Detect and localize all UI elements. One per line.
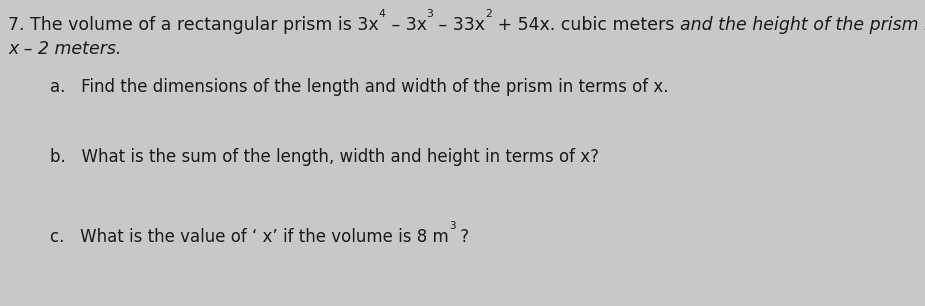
Text: + 54x. cubic meters: + 54x. cubic meters (492, 16, 680, 34)
Text: – 33x: – 33x (434, 16, 486, 34)
Text: 3: 3 (426, 9, 434, 19)
Text: 2: 2 (486, 9, 492, 19)
Text: 7. The volume of a rectangular prism is 3x: 7. The volume of a rectangular prism is … (8, 16, 378, 34)
Text: x – 2 meters.: x – 2 meters. (8, 40, 121, 58)
Text: ?: ? (455, 228, 470, 246)
Text: and the height of the prism is: and the height of the prism is (680, 16, 925, 34)
Text: c.   What is the value of ‘ x’ if the volume is 8 m: c. What is the value of ‘ x’ if the volu… (50, 228, 449, 246)
Text: b.   What is the sum of the length, width and height in terms of x?: b. What is the sum of the length, width … (50, 148, 599, 166)
Text: 4: 4 (378, 9, 386, 19)
Text: a.   Find the dimensions of the length and width of the prism in terms of x.: a. Find the dimensions of the length and… (50, 78, 669, 96)
Text: 3: 3 (449, 221, 455, 231)
Text: – 3x: – 3x (386, 16, 426, 34)
